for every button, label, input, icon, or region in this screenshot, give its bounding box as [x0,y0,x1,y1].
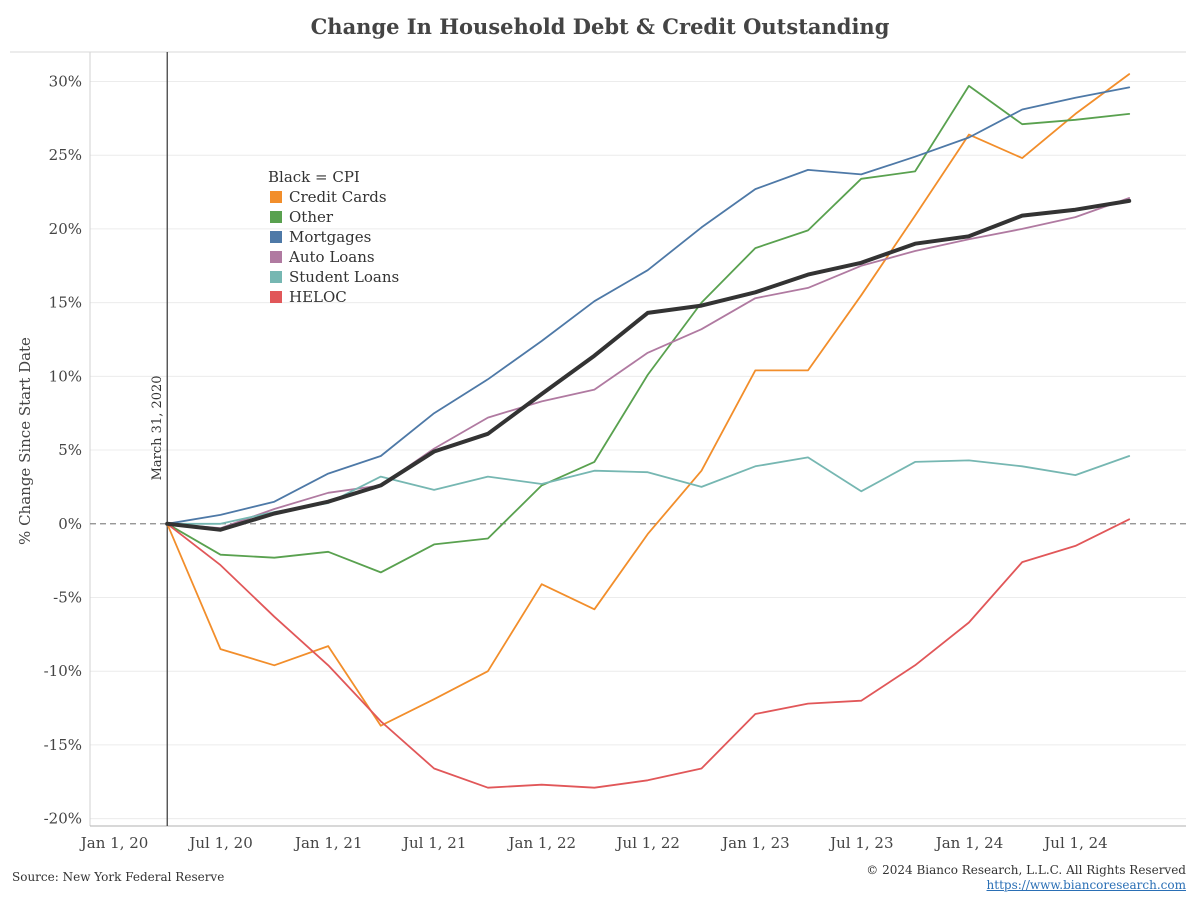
legend: Black = CPI Credit Cards Other Mortgages Aut… [268,168,399,306]
x-tick-label: Jul 1, 23 [828,834,893,852]
legend-label: Student Loans [289,268,399,286]
y-tick-label: -5% [53,588,82,606]
series-line-cpi [165,198,1132,532]
x-tick-label: Jan 1, 21 [293,834,363,852]
x-tick-label: Jan 1, 23 [720,834,790,852]
series-line-mortgages [166,86,1131,525]
x-tick-label: Jan 1, 24 [934,834,1004,852]
y-tick-label: 10% [49,367,82,385]
legend-label: Mortgages [289,228,371,246]
x-tick-label: Jan 1, 20 [79,834,149,852]
x-tick-label: Jul 1, 20 [187,834,252,852]
series-line-other [166,85,1131,574]
copyright-text: © 2024 Bianco Research, L.L.C. All Right… [866,863,1186,877]
legend-swatch [270,251,282,263]
y-tick-label: 20% [49,220,82,238]
y-tick-label: 15% [49,294,82,312]
gridlines [90,80,1186,820]
series-line-heloc [166,518,1131,789]
x-tick-label: Jul 1, 22 [615,834,680,852]
legend-swatch [270,231,282,243]
y-tick-label: -10% [44,662,82,680]
legend-title: Black = CPI [268,168,360,186]
start-date-label: March 31, 2020 [150,375,165,480]
copyright-block: © 2024 Bianco Research, L.L.C. All Right… [866,863,1186,893]
y-tick-label: 0% [58,515,82,533]
y-tick-label: 5% [58,441,82,459]
series-line-auto-loans [166,197,1131,530]
legend-label: Credit Cards [289,188,387,206]
y-tick-label: -15% [44,736,82,754]
series-lines [165,73,1132,789]
legend-swatch [270,271,282,283]
website-link[interactable]: https://www.biancoresearch.com [986,878,1186,892]
legend-label: Other [289,208,334,226]
legend-swatch [270,211,282,223]
reference-lines: March 31, 2020 [90,52,1186,826]
axes: 30% 25% 20% 15% 10% 5% 0% -5% -10% -15% -20% Jan 1,… [10,51,1186,852]
y-tick-label: 25% [49,146,82,164]
series-line-credit-cards [166,73,1131,727]
legend-label: Auto Loans [288,248,375,266]
x-tick-label: Jan 1, 22 [507,834,577,852]
y-tick-label: 30% [49,72,82,90]
y-tick-label: -20% [44,810,82,828]
legend-swatch [270,191,282,203]
legend-swatch [270,291,282,303]
legend-label: HELOC [289,288,347,306]
y-axis-title: % Change Since Start Date [16,337,34,545]
series-line-student-loans [166,455,1131,525]
chart-title: Change In Household Debt & Credit Outsta… [310,14,890,39]
x-tick-label: Jul 1, 21 [401,834,466,852]
source-note: Source: New York Federal Reserve [12,870,225,884]
x-tick-label: Jul 1, 24 [1042,834,1107,852]
